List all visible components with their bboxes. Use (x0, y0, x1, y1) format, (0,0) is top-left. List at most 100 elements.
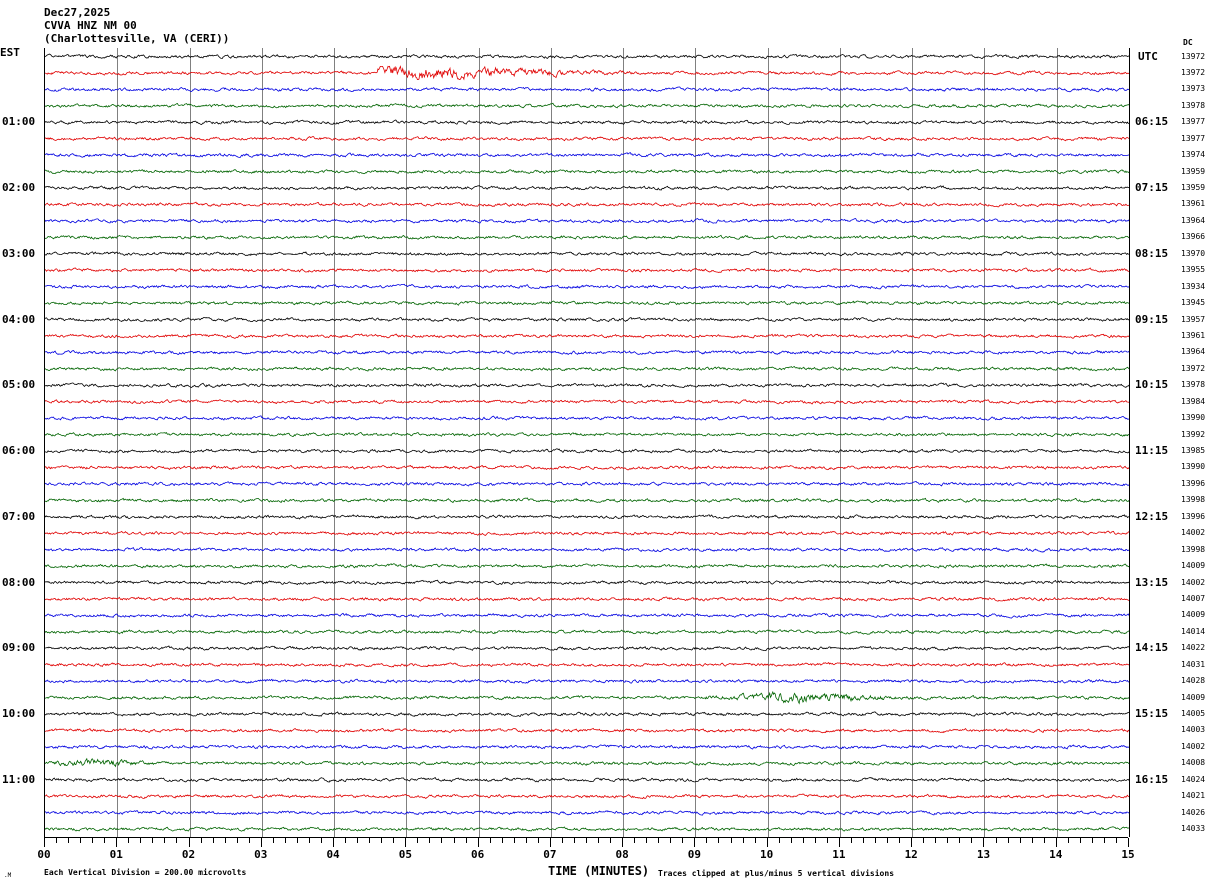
x-tick-minor (923, 838, 925, 843)
x-tick-minor (814, 838, 816, 843)
trace-1 (45, 65, 1129, 81)
dc-value-46: 14026 (1181, 807, 1206, 817)
x-tick-minor (104, 838, 106, 843)
trace-45 (45, 793, 1129, 800)
trace-24 (45, 448, 1129, 454)
dc-value-34: 14009 (1181, 610, 1206, 620)
x-tick-label-01: 01 (109, 848, 123, 861)
x-tick-minor (489, 838, 491, 843)
trace-13 (45, 267, 1129, 273)
x-tick-minor (296, 838, 298, 843)
x-tick-minor (971, 838, 973, 843)
trace-25 (45, 465, 1129, 471)
x-tick-minor (56, 838, 58, 843)
x-tick-minor (682, 838, 684, 843)
dc-value-22: 13990 (1181, 413, 1206, 423)
dc-value-18: 13964 (1181, 347, 1206, 357)
x-tick-minor (513, 838, 515, 843)
trace-34 (45, 612, 1129, 619)
x-tick-major-13 (983, 838, 985, 847)
x-tick-major-08 (622, 838, 624, 847)
gridline-minute-10 (767, 48, 769, 837)
footer-mark: .M (4, 872, 12, 879)
trace-20 (45, 382, 1129, 389)
est-time-0700: 07:00 (2, 509, 36, 523)
dc-value-30: 13998 (1181, 544, 1206, 554)
plot-gridlines (45, 48, 1129, 837)
dc-value-36: 14022 (1181, 643, 1206, 653)
x-tick-minor (393, 838, 395, 843)
x-tick-minor (706, 838, 708, 843)
dc-value-1: 13972 (1181, 67, 1206, 77)
dc-value-4: 13977 (1181, 117, 1206, 127)
trace-44 (45, 776, 1129, 783)
x-tick-minor (128, 838, 130, 843)
x-tick-major-15 (1128, 838, 1129, 847)
dc-value-8: 13959 (1181, 183, 1206, 193)
trace-31 (45, 563, 1129, 569)
trace-7 (45, 169, 1129, 175)
x-tick-minor (899, 838, 901, 843)
trace-27 (45, 497, 1129, 504)
dc-value-2: 13973 (1181, 84, 1206, 94)
trace-18 (45, 349, 1129, 355)
trace-19 (45, 366, 1129, 372)
x-tick-minor (525, 838, 527, 843)
x-tick-minor (634, 838, 636, 843)
dc-value-6: 13974 (1181, 150, 1206, 160)
utc-time-0715: 07:15 (1135, 181, 1169, 195)
x-tick-label-09: 09 (687, 848, 702, 861)
x-tick-minor (1067, 838, 1069, 843)
trace-42 (45, 744, 1129, 750)
x-tick-major-01 (116, 838, 118, 847)
x-tick-major-03 (260, 838, 262, 847)
trace-37 (45, 662, 1129, 668)
dc-value-0: 13972 (1181, 51, 1206, 61)
utc-time-1215: 12:15 (1135, 509, 1169, 523)
trace-15 (45, 300, 1129, 306)
dc-value-38: 14028 (1181, 676, 1206, 686)
trace-23 (45, 431, 1129, 438)
x-tick-minor (802, 838, 804, 843)
x-tick-minor (1043, 838, 1045, 843)
x-tick-minor (1091, 838, 1093, 843)
gridline-minute-08 (623, 48, 625, 837)
dc-value-29: 14002 (1181, 528, 1206, 538)
utc-time-1115: 11:15 (1135, 444, 1169, 458)
seismic-traces (45, 53, 1129, 832)
x-tick-minor (754, 838, 756, 843)
x-tick-minor (1115, 838, 1117, 843)
dc-value-26: 13996 (1181, 478, 1206, 488)
x-tick-major-10 (766, 838, 768, 847)
utc-time-0915: 09:15 (1135, 312, 1169, 326)
gridline-minute-11 (839, 48, 841, 837)
x-tick-minor (429, 838, 431, 843)
x-tick-label-12: 12 (904, 848, 918, 861)
est-time-0600: 06:00 (2, 444, 36, 458)
trace-36 (45, 645, 1129, 652)
dc-value-10: 13964 (1181, 215, 1206, 225)
est-time-0500: 05:00 (2, 378, 36, 392)
footer-clip-note: Traces clipped at plus/minus 5 vertical … (658, 869, 895, 878)
x-tick-minor (730, 838, 732, 843)
trace-47 (45, 826, 1129, 832)
x-tick-minor (947, 838, 949, 843)
dc-value-37: 14031 (1181, 659, 1206, 669)
utc-axis-label: UTC (1138, 50, 1158, 63)
x-tick-minor (935, 838, 937, 843)
seismogram-plot[interactable] (44, 48, 1130, 837)
x-tick-minor (212, 838, 214, 843)
est-axis-label: EST (0, 46, 20, 59)
x-tick-minor (646, 838, 648, 843)
x-tick-minor (284, 838, 286, 843)
x-tick-minor (501, 838, 503, 843)
trace-8 (45, 185, 1129, 191)
x-tick-major-09 (694, 838, 696, 847)
trace-33 (45, 596, 1129, 602)
x-tick-minor (272, 838, 274, 843)
est-time-0400: 04:00 (2, 312, 36, 326)
x-tick-minor (1019, 838, 1021, 843)
est-time-1100: 11:00 (2, 772, 36, 786)
est-time-0900: 09:00 (2, 641, 36, 655)
x-tick-minor (826, 838, 828, 843)
